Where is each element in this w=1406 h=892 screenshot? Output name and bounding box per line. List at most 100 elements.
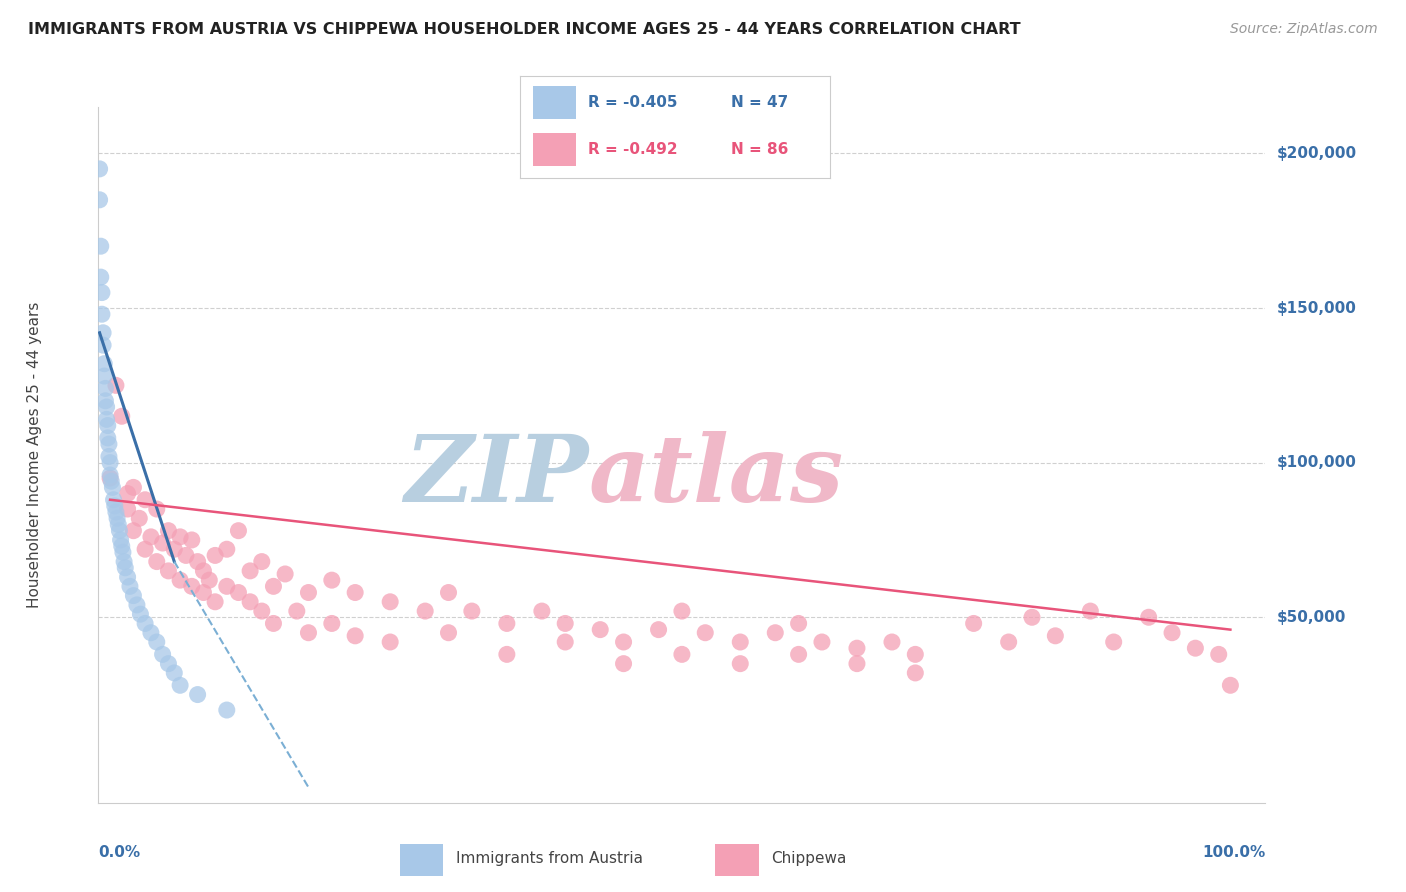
Point	[146, 502, 169, 516]
Point	[117, 502, 139, 516]
Point	[90, 307, 112, 321]
Point	[101, 480, 124, 494]
Point	[495, 648, 517, 662]
Point	[110, 533, 132, 547]
Point	[157, 524, 180, 538]
Point	[128, 511, 150, 525]
Point	[378, 595, 402, 609]
Point	[90, 239, 112, 253]
Point	[787, 648, 810, 662]
Point	[157, 657, 180, 671]
Point	[344, 629, 367, 643]
Point	[111, 539, 134, 553]
Point	[139, 530, 162, 544]
Point	[139, 625, 162, 640]
Point	[904, 665, 927, 680]
Point	[134, 616, 156, 631]
Point	[117, 486, 139, 500]
Point	[730, 657, 752, 671]
Point	[104, 505, 127, 519]
Text: N = 47: N = 47	[731, 95, 787, 110]
Point	[198, 573, 221, 587]
Point	[100, 474, 122, 488]
Point	[811, 635, 834, 649]
Point	[1021, 610, 1043, 624]
Point	[695, 625, 717, 640]
Point	[174, 549, 197, 563]
Point	[239, 564, 262, 578]
Point	[962, 616, 984, 631]
Point	[125, 598, 148, 612]
Point	[437, 585, 460, 599]
Point	[122, 524, 145, 538]
Point	[169, 678, 191, 692]
Point	[378, 635, 402, 649]
Point	[215, 542, 238, 557]
Point	[204, 549, 226, 563]
Point	[763, 625, 786, 640]
Point	[1208, 648, 1230, 662]
Text: $150,000: $150,000	[1277, 301, 1357, 316]
Point	[122, 589, 145, 603]
Point	[89, 161, 111, 176]
Point	[180, 579, 202, 593]
Point	[97, 450, 120, 464]
Point	[612, 657, 634, 671]
Bar	[533, 133, 576, 166]
Point	[97, 431, 120, 445]
Point	[228, 524, 250, 538]
Text: R = -0.492: R = -0.492	[588, 142, 678, 157]
Point	[1080, 604, 1102, 618]
Point	[250, 604, 273, 618]
Point	[997, 635, 1019, 649]
Point	[104, 378, 127, 392]
Point	[297, 625, 319, 640]
Point	[117, 570, 139, 584]
Point	[98, 456, 121, 470]
Text: atlas: atlas	[589, 431, 844, 521]
Point	[94, 381, 117, 395]
Point	[554, 616, 576, 631]
Point	[112, 555, 135, 569]
Point	[262, 616, 284, 631]
Point	[134, 492, 156, 507]
Point	[321, 573, 343, 587]
Point	[215, 579, 238, 593]
Point	[845, 657, 868, 671]
Point	[98, 471, 121, 485]
Point	[262, 579, 284, 593]
Point	[297, 585, 319, 599]
Point	[96, 400, 118, 414]
Point	[554, 635, 576, 649]
Point	[105, 511, 128, 525]
Point	[146, 635, 169, 649]
Point	[321, 616, 343, 631]
Point	[1045, 629, 1067, 643]
Bar	[399, 844, 443, 876]
Point	[93, 369, 115, 384]
Point	[1219, 678, 1241, 692]
Point	[157, 564, 180, 578]
Point	[169, 530, 191, 544]
Text: $200,000: $200,000	[1277, 146, 1357, 161]
Point	[97, 437, 120, 451]
Point	[111, 409, 134, 424]
Point	[89, 193, 111, 207]
Point	[239, 595, 262, 609]
Point	[204, 595, 226, 609]
Point	[91, 326, 114, 340]
Point	[1137, 610, 1160, 624]
Point	[152, 536, 174, 550]
Point	[215, 703, 238, 717]
Text: N = 86: N = 86	[731, 142, 787, 157]
Point	[146, 555, 169, 569]
Point	[344, 585, 367, 599]
Point	[612, 635, 634, 649]
Point	[96, 412, 118, 426]
Point	[103, 492, 125, 507]
Point	[495, 616, 517, 631]
Text: R = -0.405: R = -0.405	[588, 95, 678, 110]
Text: 100.0%: 100.0%	[1202, 845, 1265, 860]
Point	[163, 542, 186, 557]
Text: ZIP: ZIP	[405, 431, 589, 521]
